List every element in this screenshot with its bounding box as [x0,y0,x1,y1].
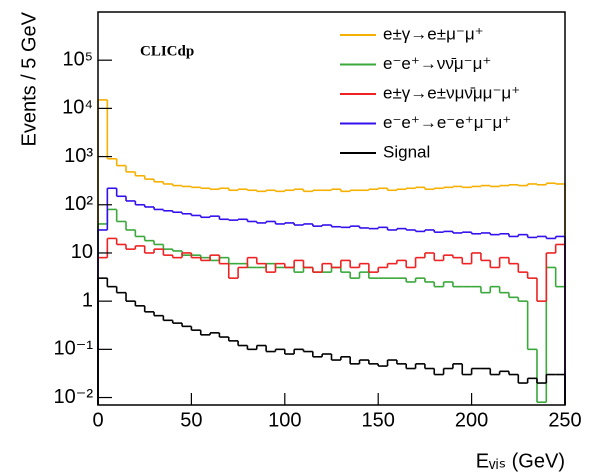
legend-label: e⁻e⁺→νν̄μ⁻μ⁺ [383,54,491,73]
step-connector [97,209,566,405]
y-tick-label: 1 [82,289,93,311]
y-axis-label: Events / 5 GeV [18,11,40,146]
legend-label: e±γ→e±μ⁻μ⁺ [383,24,484,43]
y-tick-label: 10² [64,193,93,215]
x-tick-label: 0 [92,409,103,431]
y-tick-label: 10⁵ [62,48,93,70]
step-connector [97,278,566,405]
step-connector [97,188,566,405]
x-tick-label: 200 [455,409,488,431]
annotation: CLICdp [140,43,194,59]
x-tick-label: 250 [548,409,581,431]
y-tick-label: 10⁴ [62,97,93,119]
x-tick-label: 50 [180,409,202,431]
x-tick-label: 150 [362,409,395,431]
legend-label: e⁻e⁺→e⁻e⁺μ⁻μ⁺ [383,113,511,132]
y-tick-label: 10 [71,241,93,263]
plot-frame [97,11,566,406]
legend-label: Signal [383,142,430,161]
y-tick-label: 10⁻² [54,386,94,408]
y-tick-label: 10³ [64,145,93,167]
legend-label: e±γ→e±νμν̄μμ⁻μ⁺ [383,83,520,102]
x-axis-label: Eᵥᵢₛ (GeV) [476,450,565,472]
y-tick-label: 10⁻¹ [54,338,94,360]
x-tick-label: 100 [268,409,301,431]
